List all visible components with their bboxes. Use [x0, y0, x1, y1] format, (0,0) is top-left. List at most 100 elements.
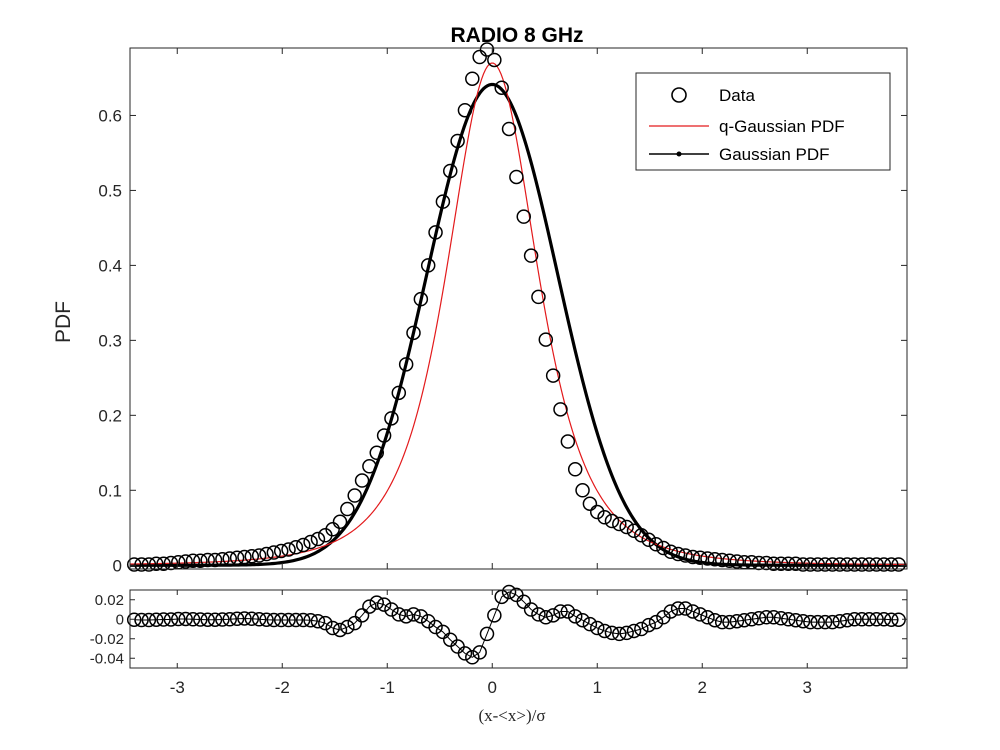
data-point — [590, 504, 605, 520]
y-tick-label: 0.2 — [98, 406, 122, 425]
residual-point — [545, 608, 561, 623]
residual-point — [582, 616, 598, 632]
data-point — [215, 552, 230, 567]
data-point — [714, 552, 730, 568]
residual-point — [560, 604, 576, 619]
data-point — [420, 258, 436, 273]
data-point — [560, 434, 576, 449]
legend-data-marker — [671, 87, 687, 103]
main-plot-area — [126, 42, 908, 572]
data-point — [634, 528, 649, 543]
residual-point — [303, 612, 318, 628]
data-point — [832, 557, 848, 572]
residual-point — [428, 619, 443, 635]
data-point — [362, 459, 377, 474]
data-point — [876, 557, 892, 572]
data-point — [751, 555, 767, 571]
residual-point — [266, 612, 282, 628]
x-axis-label: (x-<x>)/σ — [478, 706, 545, 725]
residual-point — [340, 619, 355, 635]
residual-point — [884, 612, 899, 627]
residual-point — [751, 611, 767, 626]
qgaussian-pdf-curve — [129, 62, 908, 566]
data-point — [648, 537, 664, 552]
data-point — [861, 557, 877, 572]
x-tick-label: 3 — [803, 678, 812, 697]
data-point — [185, 553, 201, 568]
data-point — [678, 548, 693, 563]
residual-point — [619, 625, 634, 641]
residual-point — [759, 610, 774, 625]
data-point — [788, 556, 803, 571]
data-point — [509, 169, 524, 185]
data-point — [612, 516, 627, 532]
data-point — [450, 133, 465, 149]
residual-point — [817, 614, 833, 630]
residual-point — [479, 626, 495, 642]
chart-title: RADIO 8 GHz — [450, 24, 583, 47]
residual-point — [229, 611, 245, 627]
residual-point — [134, 612, 149, 628]
residual-point — [641, 617, 656, 633]
residual-line — [134, 591, 899, 658]
x-tick-label: -2 — [275, 678, 290, 697]
data-point — [443, 163, 458, 179]
residual-point — [626, 623, 642, 639]
legend-gaussian-label: Gaussian PDF — [719, 145, 830, 164]
data-point — [332, 514, 348, 530]
residual-point — [501, 584, 517, 600]
data-point — [553, 402, 568, 417]
residual-point — [597, 623, 612, 639]
data-point — [193, 553, 208, 568]
residual-point — [325, 620, 340, 636]
residual-point — [788, 612, 803, 628]
x-tick-label: 0 — [488, 678, 497, 697]
residual-point — [487, 608, 502, 623]
data-point — [729, 554, 745, 569]
residual-point — [465, 650, 480, 665]
data-point — [516, 209, 531, 224]
residual-point — [648, 614, 664, 630]
data-point — [126, 557, 142, 572]
legend: Data q-Gaussian PDF Gaussian PDF — [635, 72, 891, 171]
residual-point — [281, 612, 296, 628]
residual-point — [171, 611, 186, 627]
data-point — [310, 531, 326, 547]
data-point — [391, 385, 407, 401]
residual-point — [832, 613, 848, 629]
data-point — [273, 543, 289, 559]
data-point — [884, 557, 899, 572]
residual-axes: 0.02 0 -0.02 -0.04 -3 -2 -1 0 1 2 3 (x-<x>)/σ — [90, 584, 908, 725]
data-point — [251, 548, 267, 563]
residual-axes-box — [129, 589, 908, 669]
data-point — [869, 557, 884, 572]
residual-point — [259, 612, 274, 627]
x-tick-label: 2 — [698, 678, 707, 697]
residual-point — [384, 602, 399, 617]
residual-point — [126, 612, 142, 627]
y-tick-label: 0.3 — [98, 331, 122, 350]
data-point — [487, 52, 502, 68]
data-point — [575, 483, 590, 498]
data-point — [340, 501, 355, 517]
data-point — [803, 557, 818, 572]
data-point — [825, 557, 840, 572]
residual-point — [222, 612, 237, 627]
residual-point — [457, 646, 473, 661]
data-point — [435, 194, 451, 209]
data-point — [523, 248, 539, 263]
y-tick-label: 0.1 — [98, 481, 122, 500]
data-point — [619, 519, 634, 535]
data-point — [406, 325, 421, 341]
data-point — [141, 557, 157, 572]
main-axes-box — [129, 47, 908, 570]
residual-point — [692, 607, 708, 622]
residual-point — [288, 612, 304, 628]
y-axis-label: PDF — [52, 301, 75, 343]
residual-point — [531, 607, 546, 622]
data-point — [692, 550, 708, 566]
residual-point — [523, 602, 539, 617]
residual-point — [141, 612, 157, 628]
data-point — [149, 556, 164, 571]
residual-point — [685, 604, 701, 619]
